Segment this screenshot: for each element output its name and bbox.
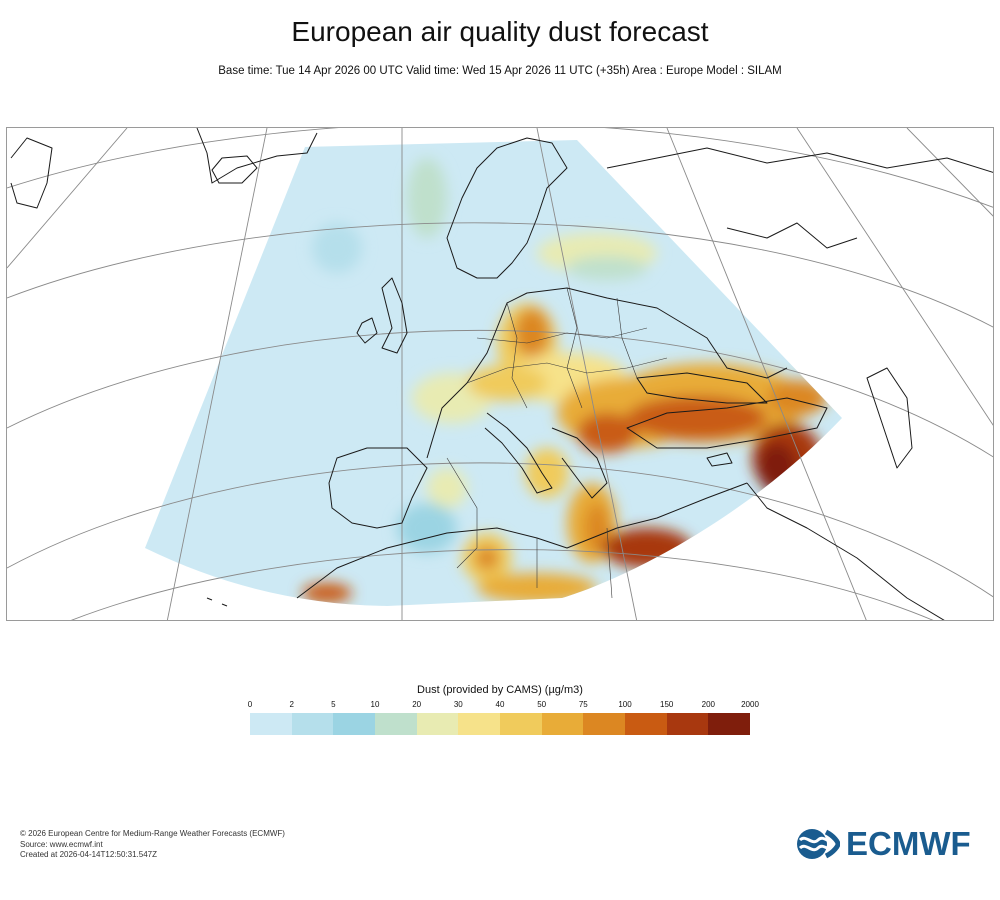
legend-tick: 100 [618,700,632,709]
legend-title: Dust (provided by CAMS) (µg/m3) [417,684,583,696]
legend-color-swatch [416,713,459,735]
legend-tick: 10 [370,700,380,709]
legend-color-swatch [375,713,417,735]
dust-concentration-field [302,158,827,603]
legend-tick-labels: 0 2 5 10 20 30 40 50 75 100 150 200 2000 [247,700,759,712]
legend-tick: 0 [247,700,253,709]
legend-color-swatch [583,713,626,735]
legend-tick: 30 [453,700,463,709]
legend-tick: 2 [289,700,294,709]
legend-color-swatch [541,713,584,735]
legend-color-swatch [333,713,376,735]
map-title: European air quality dust forecast [291,16,709,47]
copyright-text: © 2026 European Centre for Medium-Range … [20,829,285,838]
ecmwf-logo-text: ECMWF [846,825,971,862]
map-subtitle: Base time: Tue 14 Apr 2026 00 UTC Valid … [218,65,782,77]
legend-color-swatch [708,713,751,735]
map-canvas [7,128,993,620]
legend-color-swatch [458,713,501,735]
legend-tick: 2000 [741,700,759,709]
legend-tick: 75 [578,700,588,709]
legend-color-swatch [291,713,334,735]
country-borders [446,287,668,599]
legend-color-swatch [500,713,542,735]
ecmwf-logo-icon [797,829,840,859]
legend-tick: 40 [495,700,505,709]
ecmwf-logo[interactable]: ECMWF [796,825,971,862]
legend-tick: 150 [660,700,674,709]
graticule [7,128,993,620]
legend-tick: 5 [331,700,336,709]
created-text: Created at 2026-04-14T12:50:31.547Z [20,850,157,859]
dust-forecast-map[interactable] [6,127,994,621]
footer: © 2026 European Centre for Medium-Range … [20,829,285,861]
legend-color-bar [250,713,751,735]
legend-color-swatch [666,713,709,735]
legend-color-swatch [625,713,667,735]
legend-tick: 50 [537,700,547,709]
legend-tick: 200 [701,700,715,709]
legend-color-swatch [250,713,292,735]
source-text: Source: www.ecmwf.int [20,839,103,849]
legend-tick: 20 [412,700,422,709]
